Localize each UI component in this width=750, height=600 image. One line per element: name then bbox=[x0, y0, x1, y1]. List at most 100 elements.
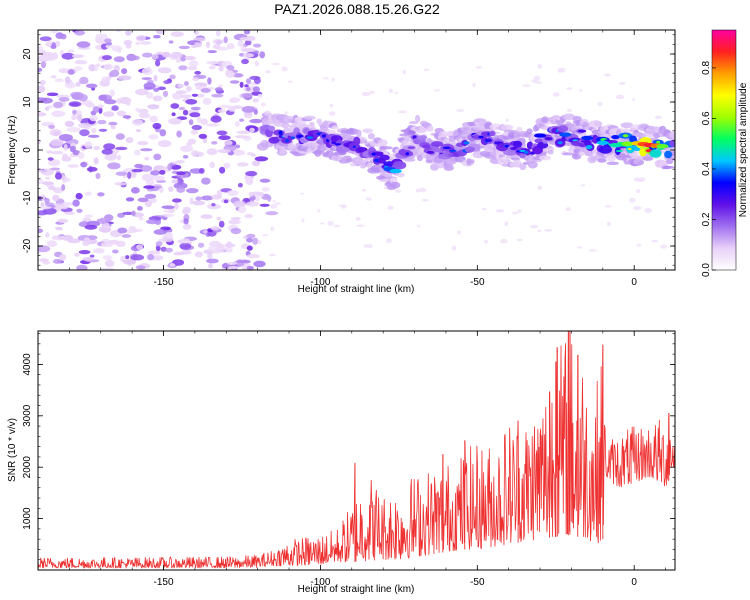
noise-speck bbox=[565, 207, 571, 212]
noise-speck bbox=[327, 220, 334, 226]
noise-blob bbox=[74, 252, 80, 257]
noise-blob bbox=[157, 140, 172, 148]
noise-blob bbox=[85, 83, 98, 89]
signal-halo bbox=[587, 155, 597, 164]
noise-blob bbox=[101, 55, 112, 61]
noise-blob bbox=[194, 30, 199, 36]
noise-blob bbox=[45, 176, 50, 180]
noise-blob bbox=[239, 37, 253, 41]
noise-blob bbox=[71, 54, 85, 58]
noise-speck bbox=[544, 229, 553, 232]
noise-blob bbox=[40, 168, 54, 176]
noise-blob bbox=[130, 254, 145, 261]
noise-blob bbox=[248, 191, 254, 197]
spectrogram-image bbox=[38, 30, 675, 270]
noise-blob bbox=[74, 66, 83, 71]
noise-blob bbox=[202, 97, 212, 105]
noise-speck bbox=[619, 81, 626, 85]
signal-halo bbox=[620, 122, 634, 129]
noise-blob bbox=[92, 106, 100, 113]
noise-speck bbox=[271, 62, 281, 66]
noise-blob bbox=[108, 72, 114, 78]
noise-blob bbox=[78, 122, 91, 129]
snr-ytick-label: 4000 bbox=[22, 353, 33, 376]
noise-blob bbox=[219, 104, 231, 109]
spectrogram-ytick-label: -20 bbox=[22, 238, 33, 253]
signal-halo bbox=[362, 128, 374, 134]
noise-blob bbox=[123, 40, 133, 46]
noise-blob bbox=[115, 133, 125, 140]
noise-blob bbox=[157, 67, 172, 74]
colorbar-label: Normalized spectral amplitude bbox=[738, 82, 749, 217]
signal-core bbox=[656, 140, 661, 144]
noise-speck bbox=[274, 202, 281, 206]
noise-speck bbox=[484, 239, 488, 244]
noise-blob bbox=[182, 223, 192, 230]
noise-blob bbox=[223, 243, 236, 248]
noise-blob bbox=[207, 77, 212, 85]
noise-blob bbox=[134, 163, 144, 169]
noise-blob bbox=[51, 150, 64, 155]
signal-halo bbox=[606, 161, 619, 165]
noise-blob bbox=[49, 129, 62, 137]
noise-speck bbox=[457, 230, 461, 235]
signal-blob bbox=[431, 141, 444, 147]
noise-blob bbox=[67, 238, 81, 244]
noise-blob bbox=[72, 109, 77, 115]
noise-blob bbox=[147, 104, 160, 110]
noise-blob bbox=[135, 129, 142, 133]
spectrogram-ytick-label: 10 bbox=[22, 96, 33, 108]
signal-halo bbox=[637, 133, 647, 139]
noise-blob bbox=[196, 116, 202, 123]
noise-blob bbox=[194, 70, 201, 75]
noise-blob bbox=[141, 77, 152, 81]
noise-speck bbox=[361, 91, 371, 97]
noise-blob bbox=[164, 231, 174, 239]
noise-speck bbox=[270, 203, 278, 209]
noise-speck bbox=[322, 77, 329, 80]
noise-blob bbox=[245, 170, 258, 177]
noise-speck bbox=[388, 88, 394, 93]
noise-blob bbox=[103, 111, 115, 117]
noise-blob bbox=[128, 55, 140, 61]
noise-blob bbox=[38, 167, 43, 173]
noise-blob bbox=[176, 171, 186, 176]
noise-blob bbox=[115, 171, 128, 176]
noise-blob bbox=[171, 161, 183, 165]
noise-blob bbox=[93, 248, 105, 254]
noise-speck bbox=[417, 224, 421, 228]
noise-blob bbox=[186, 141, 193, 147]
noise-blob bbox=[194, 42, 202, 46]
noise-blob bbox=[68, 101, 82, 107]
noise-blob bbox=[135, 107, 141, 112]
noise-speck bbox=[260, 102, 266, 107]
noise-blob bbox=[80, 161, 88, 168]
signal-peak bbox=[389, 168, 402, 174]
snr-panel: -150 -100 -50 0 1000 2000 3000 4000 Height of … bbox=[7, 330, 676, 595]
noise-blob bbox=[230, 227, 242, 235]
noise-blob bbox=[108, 121, 118, 126]
noise-blob bbox=[249, 118, 263, 124]
noise-speck bbox=[566, 108, 572, 113]
noise-blob bbox=[52, 258, 62, 264]
noise-speck bbox=[644, 208, 652, 214]
signal-halo bbox=[526, 128, 533, 135]
signal-halo bbox=[495, 153, 501, 160]
noise-blob bbox=[56, 94, 70, 99]
signal-peak bbox=[621, 141, 634, 146]
signal-core bbox=[623, 134, 629, 138]
signal-core bbox=[405, 152, 410, 156]
noise-blob bbox=[177, 83, 185, 88]
noise-blob bbox=[254, 156, 269, 162]
spectrogram-xtick-label: -50 bbox=[470, 277, 485, 288]
noise-speck bbox=[270, 226, 275, 232]
noise-blob bbox=[117, 227, 128, 234]
noise-blob bbox=[38, 206, 52, 210]
noise-blob bbox=[168, 40, 174, 44]
signal-core bbox=[577, 129, 587, 133]
noise-blob bbox=[59, 254, 67, 261]
noise-speck bbox=[257, 93, 263, 99]
noise-speck bbox=[421, 198, 428, 202]
noise-blob bbox=[244, 175, 252, 182]
colorbar-tick-label: 0.4 bbox=[701, 162, 712, 176]
